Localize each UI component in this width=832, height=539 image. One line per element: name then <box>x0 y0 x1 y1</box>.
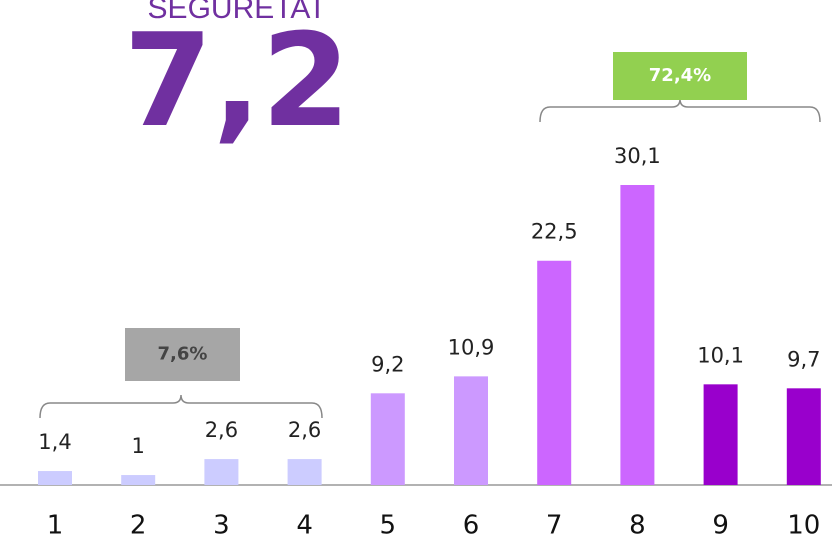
bar <box>620 185 655 485</box>
bracket <box>39 394 323 419</box>
value-label: 1 <box>132 434 145 458</box>
score: 7,2 <box>124 7 351 156</box>
x-tick-label: 7 <box>546 511 563 539</box>
bar <box>204 459 239 485</box>
bracket <box>539 98 821 123</box>
value-label: 1,4 <box>38 430 71 454</box>
x-tick-label: 2 <box>130 511 147 539</box>
x-tick-label: 6 <box>463 511 480 539</box>
bar <box>287 459 322 485</box>
value-label: 9,7 <box>787 347 820 371</box>
x-tick-label: 10 <box>787 511 820 539</box>
x-tick-label: 4 <box>296 511 313 539</box>
value-label: 10,9 <box>448 335 495 359</box>
x-tick-label: 5 <box>380 511 397 539</box>
bar <box>370 393 405 485</box>
x-tick-label: 8 <box>629 511 646 539</box>
bar <box>703 384 738 485</box>
x-tick-label: 9 <box>712 511 729 539</box>
value-label: 2,6 <box>205 418 238 442</box>
bar <box>786 388 821 485</box>
x-tick-label: 1 <box>47 511 64 539</box>
value-label: 30,1 <box>614 144 661 168</box>
bar <box>454 376 488 485</box>
bar <box>38 471 72 485</box>
bar <box>121 475 156 485</box>
annotation-label: 7,6% <box>158 344 208 365</box>
x-tick-label: 3 <box>213 511 230 539</box>
value-label: 22,5 <box>531 220 578 244</box>
value-label: 2,6 <box>288 418 321 442</box>
annotation-box <box>613 52 747 100</box>
value-label: 9,2 <box>371 352 404 376</box>
chart-title: SEGURETAT <box>148 0 327 25</box>
value-label: 10,1 <box>697 343 744 367</box>
annotation-box <box>125 328 240 381</box>
annotation-label: 72,4% <box>649 65 711 86</box>
bar <box>537 260 572 485</box>
